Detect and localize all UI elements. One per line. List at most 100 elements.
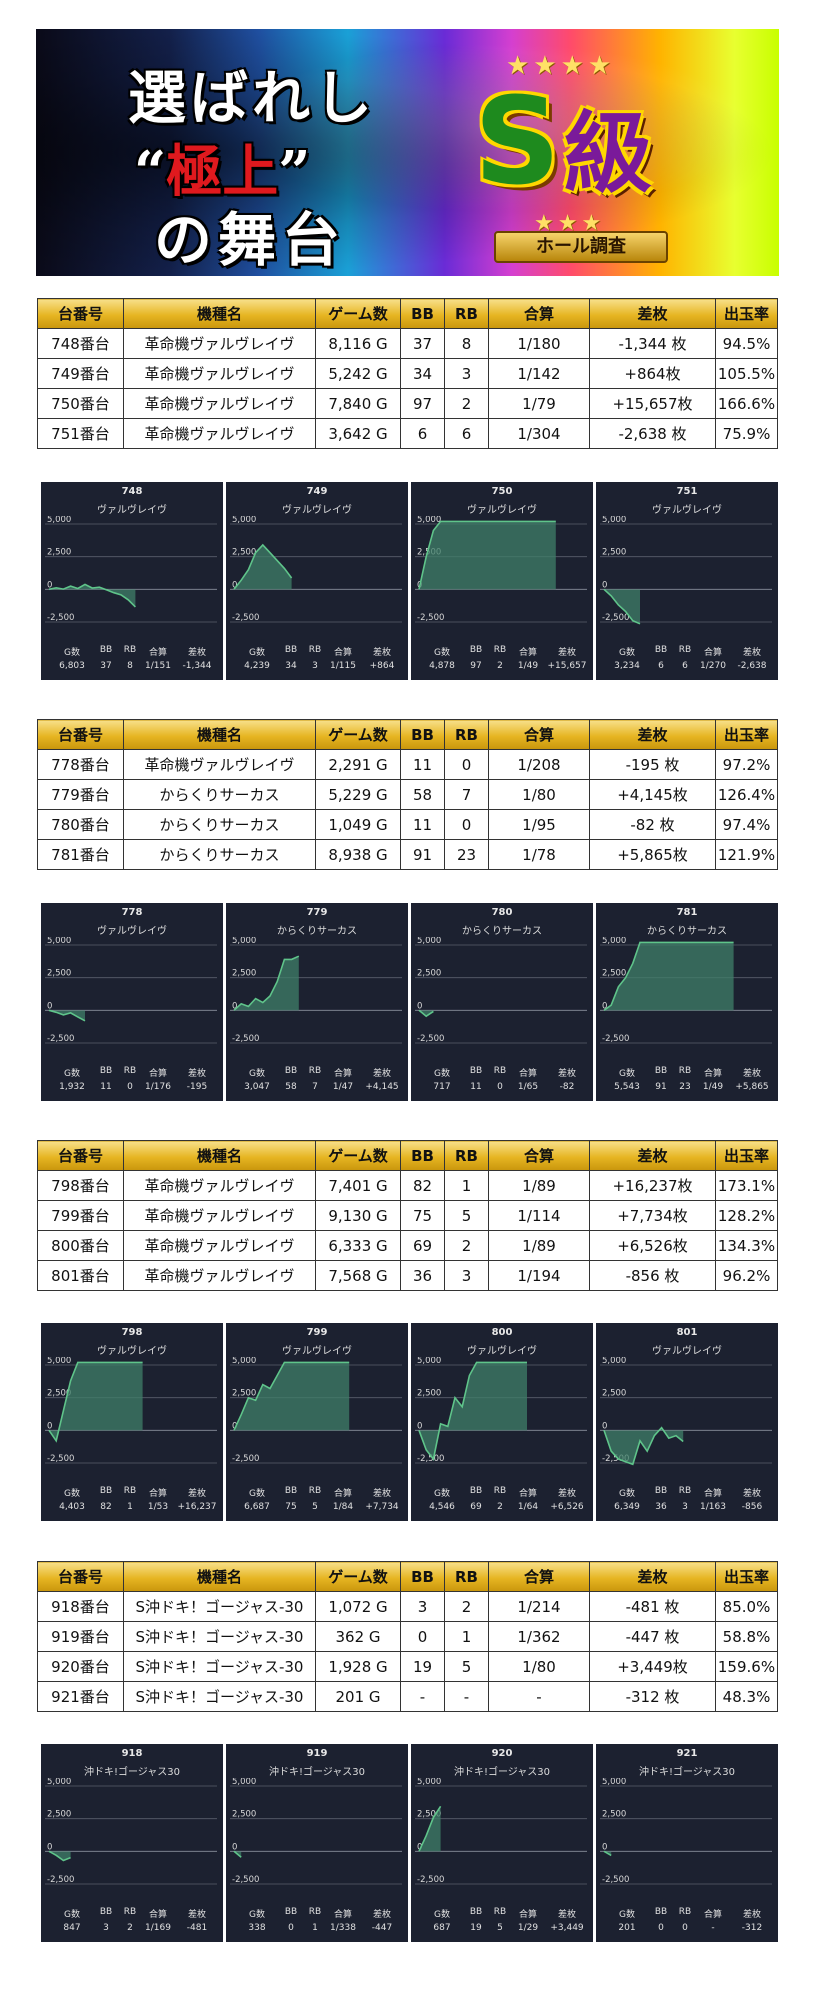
chart-machine-name: 沖ドキ!ゴージャス30 (638, 1767, 736, 1778)
chart-line (233, 955, 300, 1011)
cell-rate: 48.3% (715, 1681, 778, 1712)
chart-plot: 5,000 2,500 0 -2,500 (415, 1357, 587, 1464)
table-row: 918番台 S沖ドキ！ゴージャス-30 1,072 G 3 2 1/214 -481 枚 85… (37, 1591, 778, 1622)
stat-value: 1/29 (517, 1923, 539, 1933)
slump-chart: 780 からくりサーカス 5,000 2,500 0 -2,500 G数 BB RB 合算 差枚 71… (411, 903, 593, 1101)
stat-label: 差枚 (557, 1069, 576, 1079)
chart-line (418, 520, 556, 590)
column-header: 機種名 (123, 1140, 316, 1171)
chart-machine-number: 800 (491, 1327, 513, 1338)
cell-rate: 126.4% (715, 779, 778, 810)
chart-machine-name: ヴァルヴレイヴ (652, 1346, 722, 1357)
stat-label: G数 (619, 1069, 635, 1079)
stat-label: BB (99, 1486, 113, 1496)
y-tick-label: 0 (602, 1001, 607, 1011)
cell-diff: +3,449枚 (589, 1651, 716, 1682)
y-tick-label: 5,000 (232, 516, 256, 525)
cell-model: 革命機ヴァルヴレイヴ (123, 418, 316, 449)
table-row: 801番台 革命機ヴァルヴレイヴ 7,568 G 36 3 1/194 -856 枚 96.2… (37, 1260, 778, 1291)
cell-model: 革命機ヴァルヴレイヴ (123, 328, 316, 359)
chart-machine-name: ヴァルヴレイヴ (467, 505, 537, 516)
table-row: 778番台 革命機ヴァルヴレイヴ 2,291 G 11 0 1/208 -195 枚 97.2… (37, 749, 778, 780)
chart-machine-number: 748 (121, 486, 143, 497)
cell-bb: 82 (400, 1170, 445, 1201)
stat-value: 1/49 (517, 661, 539, 671)
column-header: ゲーム数 (315, 719, 401, 750)
cell-bb: - (400, 1681, 445, 1712)
cell-model: 革命機ヴァルヴレイヴ (123, 388, 316, 419)
column-header: 差枚 (589, 1140, 716, 1171)
cell-rate: 128.2% (715, 1200, 778, 1231)
y-tick-label: 2,500 (417, 1810, 441, 1820)
chart-line (48, 1009, 86, 1022)
stat-label: 合算 (148, 1910, 167, 1920)
stat-label: G数 (64, 648, 80, 658)
cell-bb: 91 (400, 839, 445, 870)
stat-value: 3,047 (244, 1082, 270, 1092)
stat-label: 差枚 (187, 1910, 206, 1920)
cell-rate: 134.3% (715, 1230, 778, 1261)
cell-games: 1,072 G (315, 1591, 401, 1622)
cell-combined: 1/194 (488, 1260, 590, 1291)
badge-s-letter: S (474, 73, 561, 212)
cell-bb: 58 (400, 779, 445, 810)
stat-value: 3 (103, 1923, 109, 1933)
cell-combined: 1/208 (488, 749, 590, 780)
machine-table: 台番号 機種名 ゲーム数 BB RB 合算 差枚 出玉率 798番台 革命機ヴァルヴレイヴ 7,40… (37, 1140, 778, 1291)
slump-chart: 918 沖ドキ!ゴージャス30 5,000 2,500 0 -2,500 G数 BB RB 合算 差… (41, 1744, 223, 1942)
cell-diff: +6,526枚 (589, 1230, 716, 1261)
stat-label: RB (678, 1066, 692, 1076)
stat-label: RB (123, 1907, 137, 1917)
y-tick-label: 2,500 (602, 1389, 626, 1399)
cell-bb: 11 (400, 749, 445, 780)
chart-plot: 5,000 2,500 0 -2,500 (230, 937, 402, 1044)
cell-diff: -2,638 枚 (589, 418, 716, 449)
stat-value: 1/64 (517, 1502, 539, 1512)
stat-value: 3,234 (614, 661, 640, 671)
cell-rb: 8 (444, 328, 489, 359)
cell-rb: 2 (444, 1591, 489, 1622)
stat-value: 97 (470, 661, 482, 671)
slump-chart: 800 ヴァルヴレイヴ 5,000 2,500 0 -2,500 G数 BB RB 合算 差枚 4,5… (411, 1323, 593, 1521)
stat-label: 合算 (333, 1489, 352, 1499)
stat-label: 差枚 (742, 1489, 761, 1499)
slump-chart: 748 ヴァルヴレイヴ 5,000 2,500 0 -2,500 G数 BB RB 合算 差枚 6,8… (41, 482, 223, 680)
stat-value: 1 (127, 1502, 133, 1512)
stat-label: RB (308, 1486, 322, 1496)
column-header: 合算 (488, 719, 590, 750)
cell-rb: 6 (444, 418, 489, 449)
stat-label: BB (469, 1907, 483, 1917)
stat-label: BB (284, 1066, 298, 1076)
cell-games: 201 G (315, 1681, 401, 1712)
cell-rb: 5 (444, 1200, 489, 1231)
stat-value: -856 (741, 1502, 763, 1512)
cell-diff: +16,237枚 (589, 1170, 716, 1201)
stat-value: +16,237 (177, 1502, 217, 1512)
cell-model: からくりサーカス (123, 779, 316, 810)
chart-machine-number: 749 (306, 486, 328, 497)
stat-label: BB (654, 1066, 668, 1076)
stat-value: 6 (658, 661, 664, 671)
chart-plot: 5,000 2,500 0 -2,500 (45, 516, 217, 623)
cell-games: 5,242 G (315, 358, 401, 389)
cell-bb: 36 (400, 1260, 445, 1291)
stat-label: 差枚 (372, 1069, 391, 1079)
table-row: 920番台 S沖ドキ！ゴージャス-30 1,928 G 19 5 1/80 +3,449枚 1… (37, 1651, 778, 1682)
badge-kyu-letter: 級 (564, 101, 653, 205)
stat-value: 1/115 (330, 661, 356, 671)
stat-value: 1/163 (700, 1502, 726, 1512)
y-tick-label: -2,500 (602, 613, 629, 623)
cell-rate: 75.9% (715, 418, 778, 449)
stat-label: BB (654, 645, 668, 655)
chart-machine-number: 920 (491, 1748, 513, 1759)
badge-ribbon: ホール調査 (494, 231, 668, 263)
chart-line (603, 941, 734, 1011)
banner-quote-open: “ (134, 139, 167, 205)
stat-label: 差枚 (372, 1910, 391, 1920)
column-header: 合算 (488, 1140, 590, 1171)
y-tick-label: -2,500 (417, 1875, 444, 1885)
y-tick-label: 5,000 (602, 937, 626, 946)
stat-label: 差枚 (187, 1069, 206, 1079)
stat-label: G数 (249, 1069, 265, 1079)
